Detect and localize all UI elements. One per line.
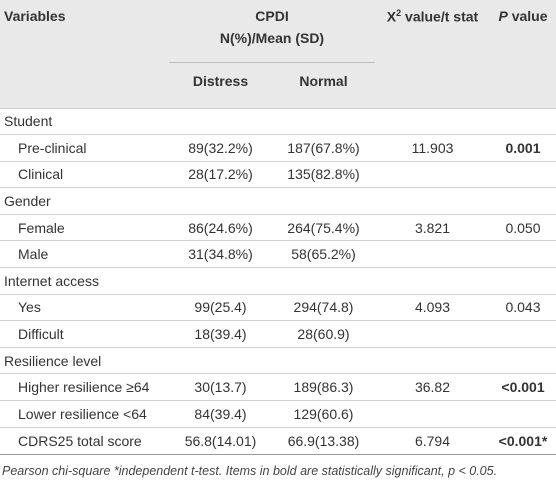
data-table: Variables CPDI N(%)/Mean (SD) X2 value/t…	[0, 0, 556, 454]
header-text: value	[507, 8, 548, 24]
table-cell	[169, 268, 272, 295]
header-group: CPDI N(%)/Mean (SD)	[169, 0, 375, 63]
table-cell	[375, 161, 490, 188]
row-label: Male	[18, 246, 49, 263]
table-cell	[272, 108, 375, 135]
row-label: CDRS25 total score	[18, 432, 142, 449]
header-cell: Variables	[0, 0, 169, 108]
table-cell: 135(82.8%)	[287, 166, 360, 183]
row-label: Clinical	[18, 166, 64, 183]
header-text: CPDI	[255, 8, 289, 24]
header-cell: P value	[490, 0, 556, 108]
table-row: Yes 99(25.4) 294(74.8) 4.093 0.043	[0, 294, 556, 321]
header-text: value/t stat	[401, 8, 479, 25]
table-cell	[375, 268, 490, 295]
cell-text: 0.001	[505, 139, 541, 156]
table-cell: 0.050	[505, 219, 541, 236]
table-cell: 89(32.2%)	[188, 139, 253, 156]
table-cell: 28(17.2%)	[188, 166, 253, 183]
table-cell: 66.9(13.38)	[287, 432, 360, 449]
table-cell: <0.001*	[490, 427, 556, 454]
section-label: Student	[4, 113, 53, 130]
row-label: Female	[18, 219, 65, 236]
section-label: Gender	[4, 193, 51, 210]
row-label: Difficult	[18, 326, 64, 343]
table-cell	[375, 188, 490, 215]
table-cell: 18(39.4)	[194, 326, 247, 343]
section-label: Internet access	[4, 272, 99, 289]
table-cell: 4.093	[414, 299, 451, 316]
table-cell	[490, 108, 556, 135]
table-cell	[375, 108, 490, 135]
table-cell	[272, 188, 375, 215]
table-cell: 31(34.8%)	[188, 246, 253, 263]
table-row: Pre-clinical 89(32.2%) 187(67.8%) 11.903 0.0…	[0, 134, 556, 162]
table-cell	[272, 347, 375, 374]
header-text: P	[498, 8, 508, 24]
header-text: X	[386, 8, 397, 25]
header-cell: X2 value/t stat	[375, 0, 490, 108]
table-row: CDRS25 total score 56.8(14.01) 66.9(13.38)…	[0, 427, 556, 454]
table-cell: 129(60.6)	[293, 405, 354, 422]
table-cell: 99(25.4)	[194, 299, 247, 316]
table-cell: 58(65.2%)	[291, 246, 356, 263]
table-cell: 28(60.9)	[297, 326, 350, 343]
table-cell: 36.82	[414, 379, 451, 396]
row-label: Lower resilience <64	[18, 405, 147, 422]
table-cell: 294(74.8)	[293, 299, 354, 316]
table-cell	[375, 241, 490, 268]
table-cell: 6.794	[414, 432, 451, 449]
table-row: Student	[0, 108, 556, 135]
header-text: N(%)/Mean (SD)	[219, 30, 325, 46]
table-cell	[169, 188, 272, 215]
table-cell	[490, 241, 556, 268]
table-row: Higher resilience ≥64 30(13.7) 189(86.3) 36…	[0, 373, 556, 401]
table-cell	[490, 321, 556, 348]
cell-text: <0.001*	[498, 432, 548, 449]
table-row: Gender	[0, 187, 556, 215]
row-label: Higher resilience ≥64	[18, 379, 150, 396]
table-cell	[490, 401, 556, 428]
table-cell: 30(13.7)	[194, 379, 247, 396]
table-cell: 0.043	[505, 299, 541, 316]
cell-text: <0.001	[501, 379, 545, 396]
table-cell: 187(67.8%)	[287, 139, 360, 156]
table-cell	[490, 268, 556, 295]
table-cell: 3.821	[414, 219, 451, 236]
table-row: Lower resilience <64 84(39.4) 129(60.6)	[0, 400, 556, 428]
table-cell	[490, 188, 556, 215]
table-row: Clinical 28(17.2%) 135(82.8%)	[0, 161, 556, 188]
table-cell	[272, 268, 375, 295]
header-sup: 2	[396, 8, 402, 18]
table-body: Student Pre-clinical 89(32.2%) 187(67.8%) 11…	[0, 108, 556, 454]
table-row: Internet access	[0, 267, 556, 295]
table-cell	[375, 347, 490, 374]
table-cell	[169, 347, 272, 374]
table-cell: 11.903	[411, 139, 454, 156]
table-cell	[169, 108, 272, 135]
header-cell: Distress	[169, 62, 272, 108]
table-row: Male 31(34.8%) 58(65.2%)	[0, 240, 556, 268]
table-row: Difficult 18(39.4) 28(60.9)	[0, 320, 556, 348]
section-label: Resilience level	[4, 352, 102, 369]
header-cell: Normal	[272, 62, 375, 108]
table-cell	[375, 321, 490, 348]
row-label: Pre-clinical	[18, 139, 87, 156]
table-cell: 84(39.4)	[194, 405, 247, 422]
table-cell	[490, 347, 556, 374]
table-cell: 189(86.3)	[293, 379, 354, 396]
row-label: Yes	[18, 299, 41, 316]
table-cell	[375, 401, 490, 428]
table-cell: 86(24.6%)	[188, 219, 253, 236]
table-cell: 264(75.4%)	[287, 219, 360, 236]
table-row: Resilience level	[0, 347, 556, 374]
table-row: Female 86(24.6%) 264(75.4%) 3.821 0.050	[0, 214, 556, 241]
table-cell: <0.001	[490, 374, 556, 401]
table-cell	[490, 161, 556, 188]
table-cell: 56.8(14.01)	[184, 432, 257, 449]
table-header: Variables CPDI N(%)/Mean (SD) X2 value/t…	[0, 0, 556, 108]
table-cell: 0.001	[490, 135, 556, 162]
footnote: Pearson chi-square *independent t-test. …	[0, 453, 556, 478]
